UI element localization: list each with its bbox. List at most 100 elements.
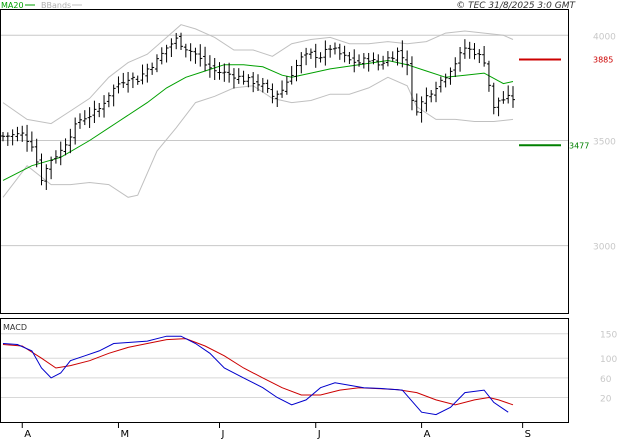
ohlc-bar: [179, 32, 184, 50]
macd-line: [2, 335, 509, 416]
x-month-label: A: [424, 429, 431, 440]
ohlc-bar: [357, 54, 362, 67]
bb-upper-line: [2, 24, 514, 125]
ohlc-bar: [496, 97, 501, 117]
ohlc-bar: [390, 51, 395, 62]
ohlc-bar: [217, 62, 222, 80]
ohlc-bar: [241, 70, 246, 85]
ohlc-bar: [381, 55, 386, 70]
ohlc-bar: [44, 164, 49, 190]
ohlc-bar: [347, 51, 352, 65]
macd-y-tick-label: 20: [600, 394, 612, 404]
ohlc-bar: [438, 76, 443, 93]
ohlc-bar: [20, 125, 25, 142]
ohlc-bar: [299, 52, 304, 74]
ohlc-bar: [140, 64, 145, 85]
price-y-tick-label: 3000: [593, 243, 616, 253]
ohlc-bar: [106, 92, 111, 108]
ohlc-bar: [462, 39, 467, 59]
macd-y-tick-label: 150: [600, 331, 617, 341]
ohlc-bar: [34, 138, 39, 168]
ohlc-bar: [82, 110, 87, 126]
macd-y-tick-label: 60: [600, 375, 612, 385]
ohlc-bar: [135, 75, 140, 85]
ohlc-bar: [10, 129, 15, 146]
legend-ma20: MA20: [1, 1, 24, 10]
ohlc-bar: [73, 117, 78, 145]
ohlc-bar: [366, 52, 371, 72]
ohlc-bar: [1, 131, 5, 142]
ohlc-bar: [506, 85, 511, 104]
ohlc-bar: [188, 43, 193, 62]
ohlc-bar: [419, 96, 424, 123]
ohlc-bar: [53, 150, 58, 164]
ohlc-bar: [294, 59, 299, 82]
macd-y-tick-label: 100: [600, 355, 617, 365]
ohlc-bar: [97, 103, 102, 118]
ohlc-bar: [265, 79, 270, 93]
ohlc-bar: [318, 52, 323, 63]
ohlc-bar: [467, 41, 472, 59]
support-label: 3477: [569, 141, 589, 150]
price-y-tick-label: 3500: [593, 137, 616, 147]
ohlc-bar: [126, 71, 131, 93]
ohlc-bar: [395, 47, 400, 66]
ohlc-bar: [280, 80, 285, 98]
ohlc-bar: [222, 63, 227, 82]
x-month-label: J: [317, 429, 321, 440]
ohlc-bar: [111, 84, 116, 107]
ohlc-bar: [477, 49, 482, 64]
ohlc-bar: [289, 66, 294, 85]
ohlc-bar: [256, 74, 260, 91]
macd-lines: [2, 335, 514, 416]
ohlc-bar: [207, 55, 212, 78]
legend-bbands: BBands: [41, 1, 71, 10]
macd-gridlines: [1, 333, 568, 398]
price-gridlines: [1, 34, 568, 247]
ohlc-bar: [376, 54, 381, 71]
ohlc-bar: [145, 63, 150, 83]
ohlc-bar: [328, 44, 333, 58]
ohlc-bar: [5, 132, 10, 146]
ohlc-bar: [361, 53, 366, 69]
ohlc-bar: [15, 126, 20, 142]
ohlc-bar: [92, 100, 97, 124]
ohlc-bar: [448, 67, 453, 85]
ohlc-bar: [270, 83, 275, 104]
x-month-label: M: [120, 429, 129, 440]
ohlc-bar: [342, 45, 347, 63]
ohlc-bar: [352, 49, 357, 73]
ohlc-bar: [174, 32, 179, 50]
ohlc-bar: [458, 46, 463, 72]
ohlc-bar: [116, 76, 121, 94]
ohlc-bar: [275, 90, 280, 107]
price-panel-frame: [0, 9, 569, 314]
macd-panel-frame: [0, 318, 569, 423]
ohlc-bar: [409, 56, 414, 111]
resistance-label: 3885: [593, 55, 613, 64]
ohlc-bar: [308, 48, 313, 59]
ohlc-bar: [63, 138, 68, 156]
ohlc-bar: [159, 47, 164, 65]
ohlc-bar: [236, 68, 241, 84]
ohlc-bar: [227, 62, 232, 83]
ohlc-bar: [260, 77, 265, 93]
ohlc-bar: [203, 46, 208, 72]
ohlc-bar: [405, 50, 410, 76]
ohlc-bar: [212, 57, 217, 81]
ohlc-bar: [150, 62, 155, 75]
ohlc-bar: [87, 107, 92, 128]
ohlc-bar: [304, 47, 309, 66]
ohlc-bar: [385, 51, 390, 67]
ohlc-bar: [251, 72, 256, 93]
ohlc-bar: [424, 87, 429, 112]
ohlc-bar: [183, 43, 188, 58]
ohlc-bar: [371, 52, 376, 65]
y-axis-labels: 3000 3500 4000 20 60 100 150: [593, 32, 617, 404]
ohlc-bar: [332, 42, 337, 55]
macd-signal-line: [2, 338, 514, 406]
ohlc-bar: [130, 72, 135, 89]
ohlc-bar: [443, 73, 448, 88]
ohlc-bar: [29, 131, 34, 152]
